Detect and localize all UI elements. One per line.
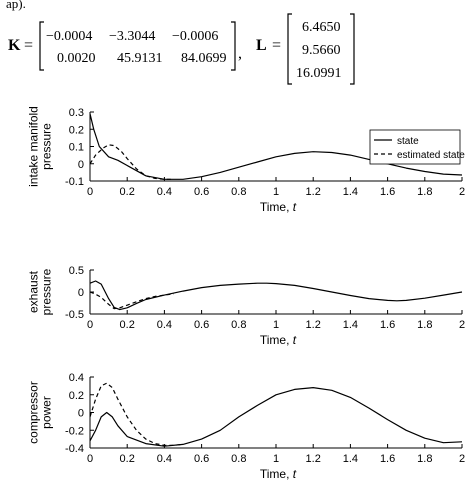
chart-3-x-tick-label: 0.2	[120, 453, 135, 465]
chart-1-legend-label-estimated-state: estimated state	[397, 150, 465, 161]
l-cell-0: 6.4650	[302, 20, 341, 35]
chart-2-y-tick-label: -0.5	[65, 309, 84, 321]
chart-1-series-state-line	[89, 113, 463, 180]
chart-1-y-axis-label-line: intake manifold	[27, 106, 41, 187]
chart-3-series-estimated-state-line	[89, 382, 184, 446]
chart-1-y-tick-label: 0.2	[69, 124, 84, 136]
k-cell-01: −3.3044	[109, 29, 155, 44]
chart-2-x-tick-label: 1.8	[417, 319, 432, 331]
chart-2-series-state-line	[89, 280, 463, 311]
chart-3-x-tick-label: 1.4	[343, 453, 358, 465]
chart-1-x-axis-label: Time, t	[260, 200, 297, 214]
chart-2-x-tick-label: 0.8	[231, 319, 246, 331]
top-fragment: ap).	[6, 0, 26, 11]
chart-3-x-tick-label: 1.8	[417, 453, 432, 465]
chart-1-y-tick-label: 0	[78, 159, 84, 171]
l-cell-1: 9.5660	[302, 43, 341, 58]
chart-1-legend-label-state: state	[397, 136, 419, 147]
chart-1-x-tick-label: 1.2	[306, 186, 321, 198]
chart-1-x-tick-label: 0	[87, 186, 93, 198]
chart-1-x-tick-label: 0.2	[120, 186, 135, 198]
k-cell-11: 45.9131	[117, 51, 163, 66]
chart-1-y-axis-label-line: pressure	[40, 123, 54, 170]
chart-1-y-tick-label: -0.1	[65, 176, 84, 188]
l-label: L	[256, 37, 267, 54]
chart-3-x-tick-label: 0.4	[157, 453, 172, 465]
k-equals: =	[24, 37, 33, 54]
chart-1-y-tick-label: 0.3	[69, 107, 84, 119]
l-cell-2: 16.0991	[296, 66, 342, 81]
chart-1-x-tick-label: 0.8	[231, 186, 246, 198]
l-right-bracket	[350, 13, 355, 85]
chart-3-x-tick-label: 1.6	[380, 453, 395, 465]
chart-3-y-tick-label: 0.4	[69, 372, 84, 384]
chart-2-x-tick-label: 0.4	[157, 319, 172, 331]
chart-2-y-axis-label-line: exhaust	[27, 270, 41, 313]
chart-1-x-tick-label: 0.4	[157, 186, 172, 198]
chart-1-legend-box	[369, 129, 461, 165]
chart-3-x-tick-label: 0.6	[194, 453, 209, 465]
chart-3-x-tick-label: 0.8	[231, 453, 246, 465]
k-cell-10: 0.0020	[57, 51, 96, 66]
chart-2-x-tick-label: 2	[459, 319, 465, 331]
k-right-bracket	[231, 21, 236, 71]
chart-1-x-tick-label: 1	[273, 186, 279, 198]
chart-3-x-tick-label: 2	[459, 453, 465, 465]
chart-3-x-tick-label: 0	[87, 453, 93, 465]
chart-2-y-tick-label: 0.5	[69, 265, 84, 277]
chart-3-y-tick-label: 0	[78, 408, 84, 420]
k-cell-02: −0.0006	[172, 29, 218, 44]
chart-3-series-state-line	[89, 387, 463, 447]
chart-2-x-tick-label: 0	[87, 319, 93, 331]
chart-2-x-tick-label: 0.6	[194, 319, 209, 331]
chart-3-x-tick-label: 1	[273, 453, 279, 465]
chart-1-x-tick-label: 1.6	[380, 186, 395, 198]
chart-2-x-tick-label: 1.2	[306, 319, 321, 331]
k-left-bracket	[39, 21, 44, 71]
chart-1-x-tick-label: 2	[459, 186, 465, 198]
chart-2-x-tick-label: 1.6	[380, 319, 395, 331]
chart-2-y-tick-label: 0	[78, 287, 84, 299]
chart-2-x-tick-label: 1	[273, 319, 279, 331]
chart-1-x-tick-label: 1.8	[417, 186, 432, 198]
chart-1-series-estimated-state-line	[89, 144, 174, 180]
chart-1-y-tick-label: 0.1	[69, 142, 84, 154]
chart-3-y-axis-label-line: compressor	[27, 381, 41, 444]
matrix-equation: ap). K = −0.0004 −3.3044 −0.0006 0.0020 …	[6, 0, 355, 85]
chart-3-y-tick-label: 0.2	[69, 390, 84, 402]
chart-1-x-tick-label: 1.4	[343, 186, 358, 198]
l-equals: =	[272, 37, 281, 54]
k-separator: ,	[238, 45, 242, 62]
chart-2-x-tick-label: 1.4	[343, 319, 358, 331]
state-estimation-charts: 0 0.2 0.4 0.6 0.8 1 1.2 1.4 1.6 1.8 20.30.20.10-0.…	[27, 106, 466, 481]
chart-3-y-tick-label: -0.2	[65, 425, 84, 437]
chart-3-x-axis-label: Time, t	[260, 467, 297, 481]
k-label: K	[8, 37, 21, 54]
chart-3-y-axis-label-line: power	[40, 396, 54, 429]
chart-3-x-tick-label: 1.2	[306, 453, 321, 465]
k-cell-00: −0.0004	[46, 29, 92, 44]
chart-2-y-axis-label-line: pressure	[40, 268, 54, 315]
k-cell-12: 84.0699	[181, 51, 227, 66]
l-left-bracket	[287, 13, 292, 85]
chart-2-x-tick-label: 0.2	[120, 319, 135, 331]
chart-3-y-tick-label: -0.4	[65, 443, 84, 455]
chart-1-x-tick-label: 0.6	[194, 186, 209, 198]
chart-2-x-axis-label: Time, t	[260, 333, 297, 347]
